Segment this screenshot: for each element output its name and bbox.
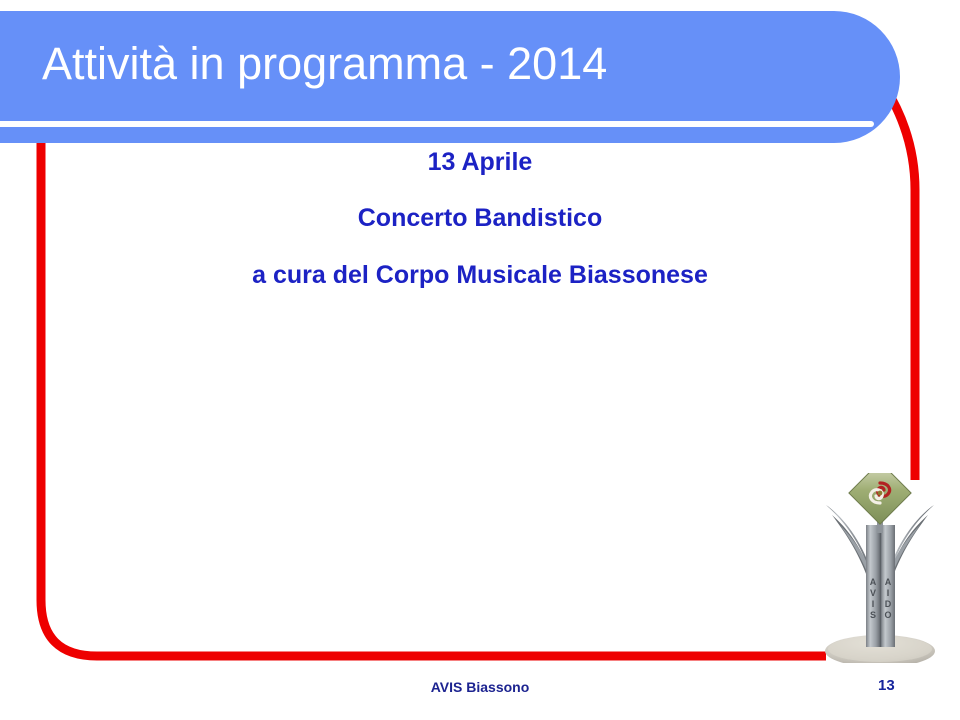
- page-number: 13: [878, 677, 895, 694]
- svg-text:I: I: [872, 599, 875, 609]
- page-title: Attività in programma - 2014: [42, 38, 608, 89]
- svg-text:I: I: [887, 588, 890, 598]
- body-line-date: 13 Aprile: [427, 148, 533, 176]
- svg-text:S: S: [870, 610, 876, 620]
- monument-pillar-aido: [881, 525, 895, 647]
- body-line-organizer: a cura del Corpo Musicale Biassonese: [252, 261, 708, 289]
- svg-text:O: O: [884, 610, 891, 620]
- body-line-event: Concerto Bandistico: [357, 204, 603, 232]
- svg-text:D: D: [885, 599, 892, 609]
- monument-emblem-icon: [848, 473, 912, 525]
- svg-text:A: A: [870, 577, 877, 587]
- title-banner: [0, 11, 900, 143]
- monument-left-lettering: A V I S: [870, 577, 877, 620]
- footer-label: AVIS Biassono: [430, 679, 530, 695]
- title-banner-stripe: [0, 121, 874, 127]
- svg-text:V: V: [870, 588, 876, 598]
- slide-body: 13 Aprile Concerto Bandistico a cura del…: [60, 142, 900, 290]
- monument-pillar-avis: [866, 525, 880, 647]
- avis-aido-monument-icon: A V I S A I D O: [825, 473, 935, 663]
- monument-base-highlight: [828, 636, 932, 662]
- svg-text:A: A: [885, 577, 892, 587]
- monument-right-lettering: A I D O: [884, 577, 891, 620]
